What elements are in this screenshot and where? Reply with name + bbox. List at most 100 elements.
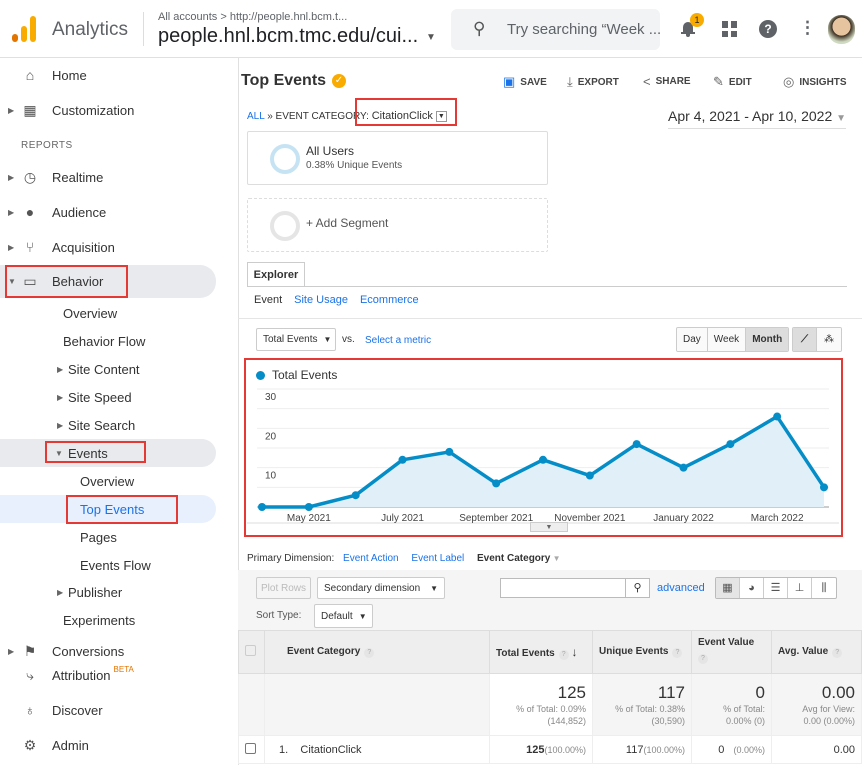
column-event-category[interactable]: Event Category? [264,630,490,674]
help-icon[interactable]: ? [672,648,683,658]
motion-chart-icon[interactable]: ⁂ [817,328,841,351]
date-range-picker[interactable]: Apr 4, 2021 - Apr 10, 2022 ▼ [668,108,847,129]
sidebar-item-publisher[interactable]: ▶ Publisher [57,584,123,600]
edit-button[interactable]: ✎ EDIT [713,74,752,89]
chart-expand-handle[interactable]: ▼ [530,522,568,532]
subtab-ecommerce[interactable]: Ecommerce [359,294,419,306]
column-total-events[interactable]: Total Events? ↓ [489,630,593,674]
segment-ring-icon [270,144,300,174]
search-bar[interactable]: ⚲ Try searching “Week ... [451,9,661,50]
data-point [351,491,360,500]
sidebar-item-events[interactable]: ▼ Events [0,439,216,467]
sidebar-item-admin[interactable]: ⚙ Admin [23,736,89,753]
apps-grid-icon[interactable] [722,21,738,37]
dimension-event-action[interactable]: Event Action [343,553,399,564]
sidebar-item-events-overview[interactable]: Overview [80,473,135,489]
sidebar-item-pages[interactable]: Pages [80,529,117,545]
save-button[interactable]: ▣ SAVE [503,74,547,89]
divider [247,286,847,287]
plot-rows-button[interactable]: Plot Rows [256,577,311,599]
x-tick-label: September 2021 [459,513,533,524]
secondary-dimension-select[interactable]: Secondary dimension ▼ [317,577,445,599]
help-icon[interactable]: ? [832,648,843,658]
table-view-icon[interactable]: ▦ [716,578,740,598]
sidebar-item-site-speed[interactable]: ▶ Site Speed [57,389,132,405]
caret-right-icon: ▶ [8,646,15,656]
bell-icon[interactable] [681,20,695,37]
sidebar-item-conversions[interactable]: ▶ ⚑ Conversions [8,642,125,659]
sidebar-item-site-content[interactable]: ▶ Site Content [57,361,140,377]
sidebar-item-behavior-flow[interactable]: Behavior Flow [63,333,146,349]
subtab-event[interactable]: Event [254,294,283,306]
sidebar-item-site-search[interactable]: ▶ Site Search [57,417,136,433]
sidebar-item-home[interactable]: ⌂ Home [0,61,216,89]
sort-type-select[interactable]: Default ▼ [314,604,373,628]
sidebar-item-discover[interactable]: ♁ Discover [0,696,216,724]
line-chart-icon[interactable]: ⟋ [793,328,817,351]
pencil-icon: ✎ [713,74,724,89]
dimension-event-category[interactable]: Event Category [477,553,551,564]
search-icon: ⚲ [473,19,486,38]
search-icon[interactable]: ⚲ [625,579,649,597]
column-avg-value[interactable]: Avg. Value? [771,630,862,674]
chart-legend: Total Events [256,368,337,382]
help-icon[interactable]: ? [759,20,777,38]
data-point [820,483,828,492]
x-tick-label: November 2021 [554,513,626,524]
metric-select[interactable]: Total Events ▼ [256,328,336,351]
month-button[interactable]: Month [746,328,789,351]
segment-all-users[interactable]: All Users 0.38% Unique Events [247,131,548,185]
caret-right-icon: ▶ [57,587,64,597]
verified-icon: ✓ [332,74,346,88]
performance-view-icon[interactable]: ☰ [764,578,788,598]
sidebar-item-top-events[interactable]: Top Events [0,495,216,523]
row-checkbox[interactable] [245,742,256,754]
help-icon[interactable]: ? [698,654,708,664]
select-all-checkbox[interactable] [245,645,256,656]
sidebar-item-customization[interactable]: ▶ ▦ Customization [8,101,135,118]
data-point [304,503,313,511]
data-point [632,440,641,449]
week-button[interactable]: Week [707,328,747,351]
advanced-filter-link[interactable]: advanced [657,582,705,594]
breadcrumb-all-link[interactable]: ALL [247,111,265,122]
dimension-event-label[interactable]: Event Label [411,553,465,564]
comparison-view-icon[interactable]: ⊥ [788,578,812,598]
subtab-site-usage[interactable]: Site Usage [294,294,348,306]
share-button[interactable]: < SHARE [643,74,691,89]
property-selector[interactable]: people.hnl.bcm.tmc.edu/cui... [158,25,419,47]
avatar[interactable] [828,15,855,44]
table-filter-input[interactable]: ⚲ [500,578,650,598]
dropdown-arrow-icon[interactable]: ▼ [435,110,447,122]
day-button[interactable]: Day [677,328,708,351]
sidebar-item-audience[interactable]: ▶ ● Audience [8,204,107,220]
data-point [398,455,407,464]
account-breadcrumb[interactable]: All accounts > http://people.hnl.bcm.t..… [158,11,348,23]
help-icon[interactable]: ? [364,648,375,658]
add-segment-button[interactable]: + Add Segment [247,198,548,252]
pie-view-icon[interactable]: ◕ [740,578,764,598]
pivot-view-icon[interactable]: ⫼ [821,582,827,594]
caret-right-icon: ▶ [57,392,64,402]
column-event-value[interactable]: Event Value? [691,630,772,674]
sidebar-item-attribution[interactable]: ⤷ Attribution BETA [0,661,216,689]
row-event-category-link[interactable]: CitationClick [300,743,362,756]
insights-icon: ◎ [783,74,795,89]
gear-icon: ⚙ [23,736,37,753]
sidebar-item-experiments[interactable]: Experiments [63,612,136,628]
insights-button[interactable]: ◎ INSIGHTS [783,74,847,89]
sidebar-item-behavior-overview[interactable]: Overview [63,305,118,321]
sidebar-item-acquisition[interactable]: ▶ ⑂ Acquisition [8,239,115,255]
tab-explorer[interactable]: Explorer [247,262,305,287]
column-unique-events[interactable]: Unique Events? [592,630,692,674]
caret-right-icon: ▶ [8,172,15,182]
select-metric-link[interactable]: Select a metric [365,335,432,346]
sidebar-item-behavior[interactable]: ▼ ▭ Behavior [0,265,216,298]
export-button[interactable]: ⤓ EXPORT [567,74,619,89]
sidebar-item-events-flow[interactable]: Events Flow [80,557,151,573]
sidebar-item-realtime[interactable]: ▶ ◷ Realtime [8,168,104,185]
more-vert-icon[interactable]: ⋮ [799,18,816,37]
reports-header: REPORTS [21,140,73,151]
caret-down-icon[interactable]: ▼ [426,32,436,43]
help-icon[interactable]: ? [558,649,569,660]
